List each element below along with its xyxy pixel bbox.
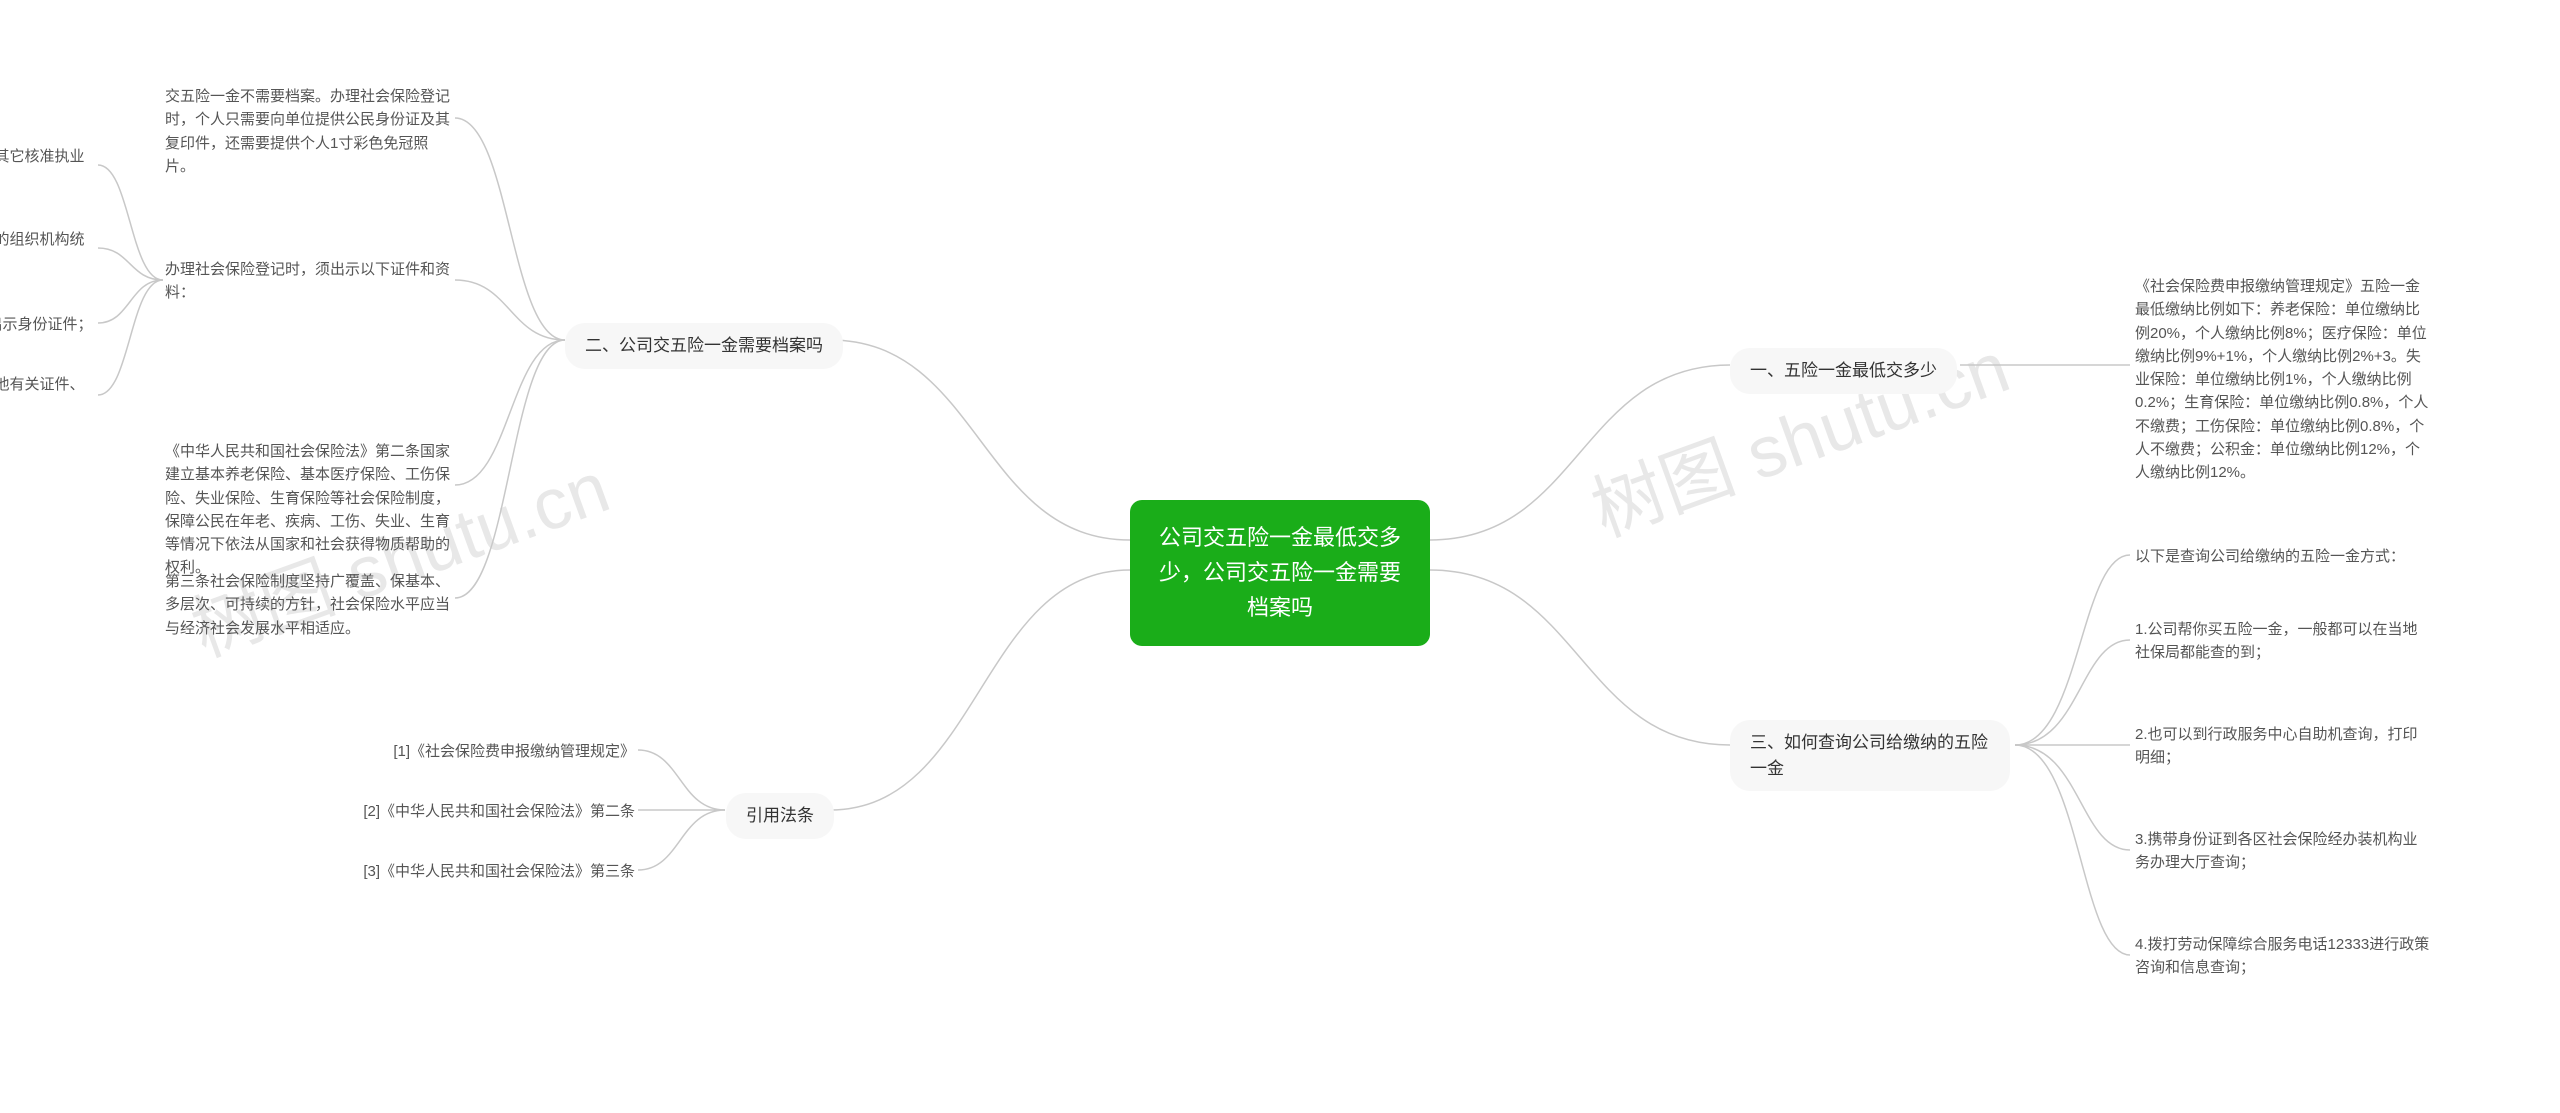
leaf-l1-1: 办理社会保险登记时，须出示以下证件和资料： [165,258,455,305]
leaf-text: 3.携带身份证到各区社会保险经办装机构业务办理大厅查询； [2135,831,2418,871]
leaf-r1-0: 《社会保险费申报缴纳管理规定》五险一金最低缴纳比例如下：养老保险：单位缴纳比例2… [2135,275,2430,484]
leaf-l2-2: [3]《中华人民共和国社会保险法》第三条 [340,860,635,883]
leaf-text: 《社会保险费申报缴纳管理规定》五险一金最低缴纳比例如下：养老保险：单位缴纳比例2… [2135,278,2428,481]
leaf-l1-2: 《中华人民共和国社会保险法》第二条国家建立基本养老保险、基本医疗保险、工伤保险、… [165,440,455,580]
leaf-l1-1-2: 3.个体劳动者必须出示身份证件； [0,313,95,336]
leaf-text: 第三条社会保险制度坚持广覆盖、保基本、多层次、可持续的方针，社会保险水平应当与经… [165,573,450,637]
leaf-r2-2: 2.也可以到行政服务中心自助机查询，打印明细； [2135,723,2430,770]
leaf-text: 1.营业执照、批准成立证件或其它核准执业证件； [0,148,85,188]
branch-label: 一、五险一金最低交多少 [1750,361,1937,380]
branch-r2: 三、如何查询公司给缴纳的五险一金 [1730,720,2010,791]
leaf-l1-1-3: 4.社会保险经办机构规定的其他有关证件、资料。 [0,373,97,420]
branch-label: 三、如何查询公司给缴纳的五险一金 [1750,733,1988,778]
leaf-text: [3]《中华人民共和国社会保险法》第三条 [363,863,635,880]
leaf-text: 办理社会保险登记时，须出示以下证件和资料： [165,261,450,301]
leaf-l2-0: [1]《社会保险费申报缴纳管理规定》 [370,740,635,763]
root-label: 公司交五险一金最低交多少，公司交五险一金需要档案吗 [1159,525,1401,620]
watermark: 树图 shutu.cn [1575,309,2021,557]
leaf-text: 4.拨打劳动保障综合服务电话12333进行政策咨询和信息查询； [2135,936,2429,976]
leaf-text: 交五险一金不需要档案。办理社会保险登记时，个人只需要向单位提供公民身份证及其复印… [165,88,450,175]
leaf-text: 4.社会保险经办机构规定的其他有关证件、资料。 [0,376,85,416]
leaf-text: [2]《中华人民共和国社会保险法》第二条 [363,803,635,820]
mindmap-root: 公司交五险一金最低交多少，公司交五险一金需要档案吗 [1130,500,1430,646]
leaf-l1-0: 交五险一金不需要档案。办理社会保险登记时，个人只需要向单位提供公民身份证及其复印… [165,85,455,178]
leaf-l1-1-1: 2.国家质量技术监督部门颁发的组织机构统一代码证书； [0,228,97,275]
branch-label: 二、公司交五险一金需要档案吗 [585,336,823,355]
leaf-text: 2.也可以到行政服务中心自助机查询，打印明细； [2135,726,2418,766]
branch-label: 引用法条 [746,806,814,825]
leaf-l1-3: 第三条社会保险制度坚持广覆盖、保基本、多层次、可持续的方针，社会保险水平应当与经… [165,570,455,640]
leaf-text: 以下是查询公司给缴纳的五险一金方式： [2135,548,2405,565]
branch-l2: 引用法条 [726,793,834,839]
leaf-text: [1]《社会保险费申报缴纳管理规定》 [393,743,635,760]
leaf-r2-0: 以下是查询公司给缴纳的五险一金方式： [2135,545,2430,568]
leaf-r2-1: 1.公司帮你买五险一金，一般都可以在当地社保局都能查的到； [2135,618,2430,665]
leaf-r2-4: 4.拨打劳动保障综合服务电话12333进行政策咨询和信息查询； [2135,933,2430,980]
leaf-text: 3.个体劳动者必须出示身份证件； [0,316,93,333]
leaf-r2-3: 3.携带身份证到各区社会保险经办装机构业务办理大厅查询； [2135,828,2430,875]
leaf-text: 1.公司帮你买五险一金，一般都可以在当地社保局都能查的到； [2135,621,2418,661]
leaf-text: 《中华人民共和国社会保险法》第二条国家建立基本养老保险、基本医疗保险、工伤保险、… [165,443,450,576]
branch-r1: 一、五险一金最低交多少 [1730,348,1957,394]
leaf-l1-1-0: 1.营业执照、批准成立证件或其它核准执业证件； [0,145,97,192]
leaf-text: 2.国家质量技术监督部门颁发的组织机构统一代码证书； [0,231,85,271]
leaf-l2-1: [2]《中华人民共和国社会保险法》第二条 [340,800,635,823]
branch-l1: 二、公司交五险一金需要档案吗 [565,323,843,369]
